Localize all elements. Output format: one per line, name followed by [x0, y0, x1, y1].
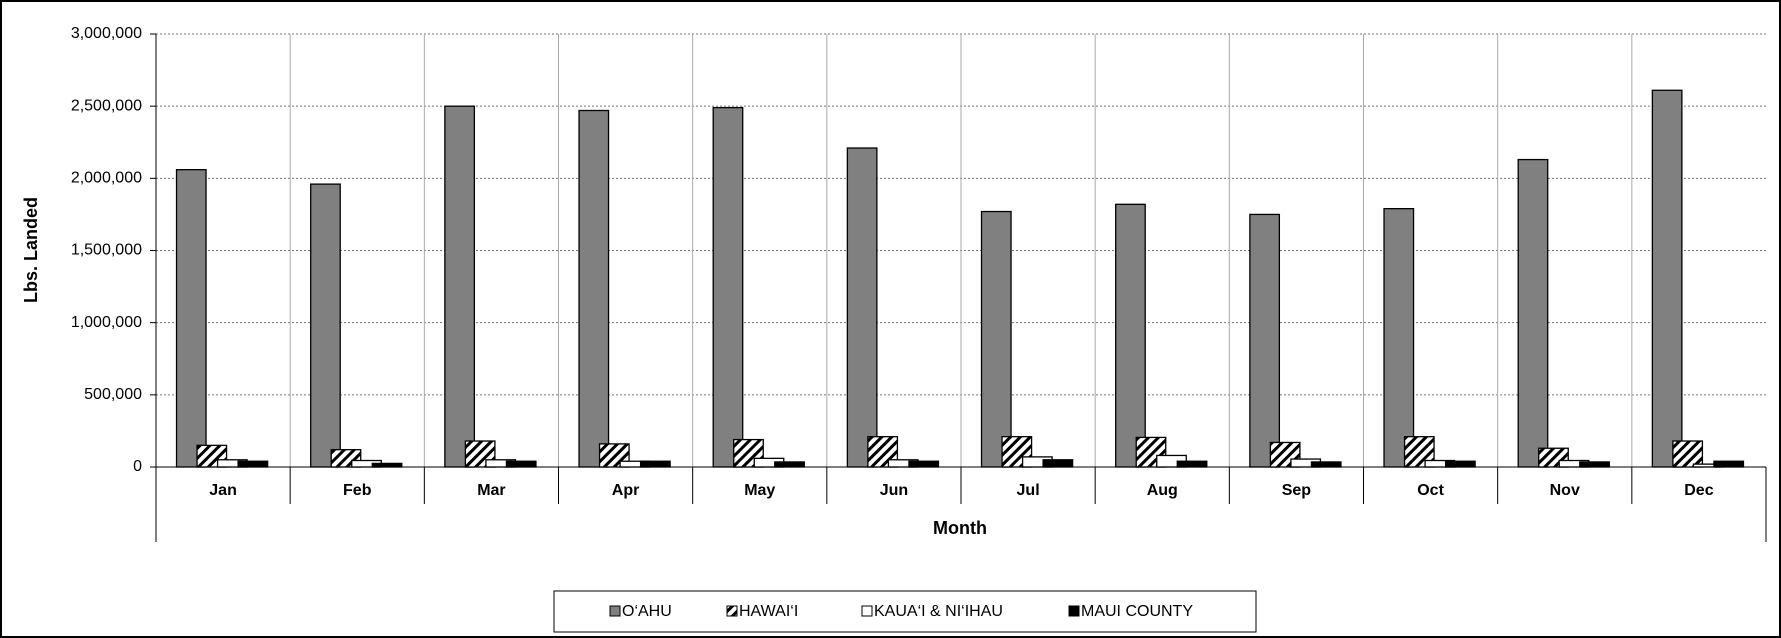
bar — [1651, 89, 1683, 468]
y-tick-label: 1,000,000 — [71, 314, 142, 331]
x-tick-label: Jul — [1017, 482, 1040, 499]
x-tick-label: Apr — [612, 482, 640, 499]
bar — [1310, 461, 1342, 468]
legend-box — [553, 590, 1257, 633]
x-tick-label: Jun — [880, 482, 908, 499]
legend-label: HAWAI‘I — [739, 603, 798, 620]
bar — [1249, 213, 1281, 468]
legend-swatch — [726, 605, 738, 617]
bar — [1713, 460, 1745, 468]
bar — [1176, 460, 1208, 468]
bar — [505, 460, 537, 468]
y-tick-label: 2,500,000 — [71, 97, 142, 114]
bar — [578, 109, 610, 468]
x-axis-title: Month — [933, 518, 987, 538]
bar — [1444, 460, 1476, 468]
bar — [1517, 158, 1549, 468]
y-tick-label: 1,500,000 — [71, 242, 142, 259]
x-tick-label: Aug — [1147, 482, 1178, 499]
x-tick-label: Jan — [209, 482, 237, 499]
bar — [175, 169, 207, 468]
x-tick-label: Feb — [343, 482, 372, 499]
legend-label: MAUI COUNTY — [1081, 603, 1193, 620]
bar — [712, 106, 744, 468]
legend-swatch — [609, 605, 621, 617]
y-tick-label: 2,000,000 — [71, 170, 142, 187]
bar — [1115, 203, 1146, 468]
y-tick-label: 3,000,000 — [71, 25, 142, 42]
bar — [1672, 440, 1704, 468]
bar — [1383, 207, 1415, 468]
bar — [846, 147, 878, 468]
legend-label: KAUA‘I & NI‘IHAU — [874, 603, 1003, 620]
bar — [444, 105, 476, 468]
bar — [1579, 461, 1610, 468]
bar — [980, 210, 1012, 468]
x-tick-label: May — [744, 482, 775, 499]
x-tick-label: Sep — [1282, 482, 1312, 499]
x-tick-label: Dec — [1684, 482, 1713, 499]
x-tick-label: Mar — [477, 482, 505, 499]
bar — [639, 460, 671, 468]
legend-swatch — [1068, 605, 1080, 617]
x-tick-label: Nov — [1550, 482, 1580, 499]
x-tick-label: Oct — [1417, 482, 1444, 499]
legend-swatch — [861, 605, 873, 617]
y-axis-title: Lbs. Landed — [21, 197, 41, 303]
y-tick-label: 0 — [133, 458, 142, 475]
bar — [908, 460, 940, 468]
bar — [1403, 436, 1435, 468]
bar — [1042, 459, 1074, 468]
bar — [310, 183, 341, 468]
bar — [774, 461, 805, 468]
bar — [371, 462, 403, 468]
y-tick-label: 500,000 — [84, 386, 142, 403]
legend-label: O‘AHU — [622, 603, 672, 620]
bar — [237, 460, 269, 468]
